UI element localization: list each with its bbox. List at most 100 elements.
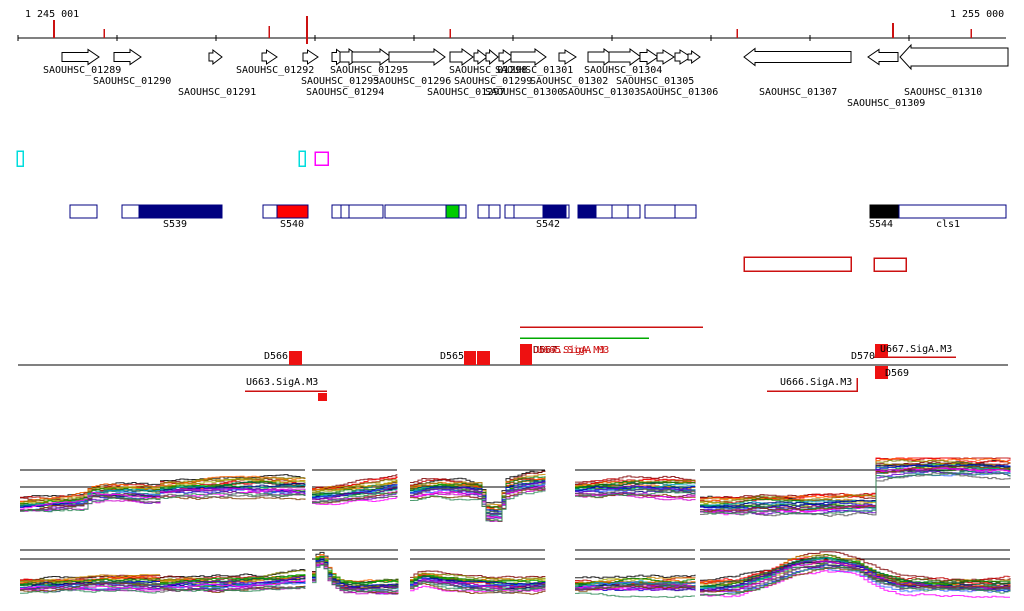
gene-label[interactable]: SAOUHSC_01306 [640,87,719,98]
gene-label[interactable]: SAOUHSC_01297 [427,87,506,98]
transcript-unit-segment[interactable] [898,204,1007,219]
transcript-unit-segment[interactable] [565,204,570,219]
gene-arrow[interactable] [656,49,675,65]
tss-marker[interactable] [477,351,490,365]
gene-label[interactable]: SAOUHSC_01294 [306,87,385,98]
small-feature-box[interactable] [314,151,329,166]
transcript-unit-segment[interactable] [595,204,613,219]
gene-arrow[interactable] [510,48,547,66]
transcript-unit-segment[interactable] [384,204,447,219]
gene-arrow[interactable] [449,48,474,66]
tss-label[interactable]: U665.SigA.M3 [537,345,610,356]
transcript-unit-segment[interactable] [445,204,460,219]
gene-arrow[interactable] [687,50,701,64]
tss-label[interactable]: D569 [885,368,910,379]
transcript-unit-segment[interactable] [611,204,629,219]
gene-arrow[interactable] [899,43,1009,71]
gene-label[interactable]: SAOUHSC_01304 [584,65,663,76]
expression-trace [312,556,399,585]
tss-marker[interactable] [875,344,888,357]
tss-label[interactable]: D566 [264,351,289,362]
tss-label[interactable]: U666.SigA.M3 [780,377,853,388]
gene-arrow[interactable] [498,49,514,65]
small-feature-box[interactable] [298,150,306,167]
gene-arrow[interactable] [388,48,446,66]
tss-label[interactable]: U663.SigA.M3 [246,377,319,388]
tss-label[interactable]: D565 [440,351,465,362]
transcript-unit-segment[interactable] [69,204,98,219]
gene-label[interactable]: SAOUHSC_01300 [485,87,564,98]
tss-marker[interactable] [520,344,532,365]
gene-label[interactable]: SAOUHSC_01298 [449,65,528,76]
gene-label[interactable]: SAOUHSC_01296 [373,76,452,87]
transcript-unit-label[interactable]: S542 [536,219,561,230]
gene-arrow[interactable] [113,48,142,66]
transcript-unit-segment[interactable] [276,204,309,219]
gene-label[interactable]: SAOUHSC_01309 [847,98,926,109]
transcript-unit-segment[interactable] [488,204,501,219]
tss-label[interactable]: U667.SigA.M3 [880,344,953,355]
gene-label[interactable]: SAOUHSC_01305 [616,76,695,87]
transcript-unit-label[interactable]: S539 [163,219,188,230]
gene-arrow[interactable] [867,48,899,66]
gene-arrow[interactable] [351,48,392,66]
transcript-unit-segment[interactable] [504,204,515,219]
transcript-unit-segment[interactable] [477,204,490,219]
gene-arrow[interactable] [208,48,223,66]
red-outline-feature[interactable] [873,257,907,272]
gene-label[interactable]: SAOUHSC_01293 [301,76,380,87]
expression-trace [410,478,546,509]
gene-label[interactable]: SAOUHSC_01303 [562,87,641,98]
transcript-unit-segment[interactable] [869,204,900,219]
tss-marker[interactable] [875,366,888,379]
tss-label[interactable]: D570 [851,351,876,362]
gene-arrow[interactable] [608,48,642,66]
gene-arrow[interactable] [261,49,278,65]
transcript-unit-segment[interactable] [458,204,467,219]
gene-label[interactable]: SAOUHSC_01289 [43,65,122,76]
transcript-unit-segment[interactable] [542,204,567,219]
transcript-unit-segment[interactable] [644,204,676,219]
gene-label[interactable]: SAOUHSC_01301 [495,65,574,76]
gene-arrow[interactable] [674,49,692,65]
gene-arrow[interactable] [558,49,577,65]
expression-trace [700,563,1011,596]
tss-marker[interactable] [464,351,476,365]
transcript-unit-label[interactable]: S544 [869,219,894,230]
tss-marker[interactable] [318,393,327,401]
tss-label[interactable]: D567 [533,345,558,356]
transcript-unit-segment[interactable] [340,204,350,219]
transcript-unit-label[interactable]: cls1 [936,219,961,230]
transcript-unit-label[interactable]: S540 [280,219,305,230]
gene-label[interactable]: SAOUHSC_01292 [236,65,315,76]
expression-trace [575,491,696,498]
gene-label[interactable]: SAOUHSC_01295 [330,65,409,76]
gene-label[interactable]: SAOUHSC_01310 [904,87,983,98]
transcript-unit-segment[interactable] [577,204,597,219]
transcript-unit-segment[interactable] [121,204,140,219]
gene-label[interactable]: SAOUHSC_01307 [759,87,838,98]
gene-arrow[interactable] [639,48,659,66]
gene-arrow[interactable] [473,48,488,66]
tss-label[interactable]: U664.SigA.M3 [533,345,606,356]
tss-marker[interactable] [289,351,302,365]
gene-arrow[interactable] [485,48,499,66]
transcript-unit-segment[interactable] [674,204,697,219]
gene-label[interactable]: SAOUHSC_01302 [530,76,609,87]
transcript-unit-segment[interactable] [627,204,641,219]
transcript-unit-segment[interactable] [138,204,223,219]
gene-label[interactable]: SAOUHSC_01291 [178,87,257,98]
transcript-unit-segment[interactable] [331,204,342,219]
red-outline-feature[interactable] [743,256,852,272]
gene-label[interactable]: SAOUHSC_01299 [454,76,533,87]
gene-label[interactable]: SAOUHSC_01290 [93,76,172,87]
transcript-unit-segment[interactable] [513,204,544,219]
gene-arrow[interactable] [302,49,319,65]
small-feature-box[interactable] [16,150,24,167]
transcript-unit-segment[interactable] [348,204,384,219]
gene-arrow[interactable] [743,47,852,67]
transcript-unit-segment[interactable] [262,204,278,219]
gene-arrow[interactable] [61,48,100,66]
